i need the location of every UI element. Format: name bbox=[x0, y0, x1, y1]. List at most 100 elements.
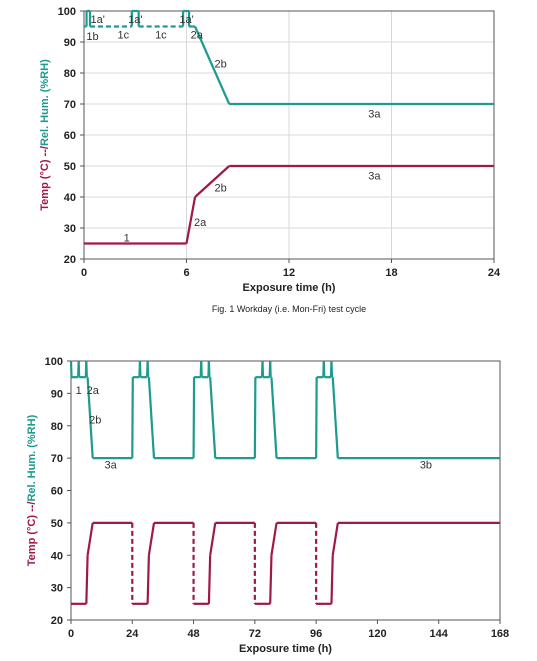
rh-series-segment bbox=[77, 360, 81, 378]
y-tick-label: 30 bbox=[51, 583, 63, 595]
x-tick-label: 18 bbox=[385, 267, 397, 279]
chart-workday: 20 30 40 50 60 70 80 90 100 0 6 12 18 24 1a' 1a' 1a' 1b… bbox=[39, 6, 501, 314]
chart1-caption: Fig. 1 Workday (i.e. Mon-Fri) test cycle bbox=[212, 304, 366, 314]
x-tick-label: 48 bbox=[187, 628, 199, 640]
phase-annotation: 3b bbox=[420, 460, 432, 472]
chart2-y-axis-title: Temp (°C) --/Rel. Hum. (%RH) bbox=[26, 414, 38, 566]
x-tick-label: 24 bbox=[126, 628, 139, 640]
temp-series-segment bbox=[209, 522, 217, 556]
x-tick-label: 0 bbox=[81, 267, 87, 279]
phase-annotation: 1c bbox=[117, 29, 129, 41]
y-tick-label: 40 bbox=[51, 550, 63, 562]
y-tick-label: 60 bbox=[51, 486, 63, 498]
phase-annotation: 1a' bbox=[128, 14, 142, 26]
x-tick-label: 12 bbox=[283, 267, 295, 279]
x-tick-label: 72 bbox=[249, 628, 261, 640]
phase-annotation: 1 bbox=[76, 385, 82, 397]
chart1-x-ticks: 0 6 12 18 24 bbox=[81, 259, 501, 279]
rh-series-segment bbox=[146, 360, 150, 378]
y-tick-label: 40 bbox=[64, 192, 76, 204]
y-tick-label: 100 bbox=[58, 6, 76, 18]
phase-annotation: 3a bbox=[368, 108, 381, 120]
y-tick-label: 90 bbox=[51, 388, 63, 400]
rh-series-segment bbox=[200, 360, 203, 378]
x-tick-label: 24 bbox=[488, 267, 501, 279]
rh-series-segment bbox=[209, 377, 217, 459]
phase-annotation: 1a' bbox=[90, 14, 104, 26]
chart2-annotations: 1 2a 2b 3a 3b bbox=[76, 385, 432, 471]
chart1-annotations: 1a' 1a' 1a' 1b 1c 1c 2a 2b 3a 2b 3a 2a 1 bbox=[86, 14, 381, 245]
phase-annotation: 1b bbox=[86, 31, 98, 43]
y-tick-label: 80 bbox=[51, 421, 63, 433]
rh-series-segment bbox=[270, 377, 278, 459]
y-tick-label: 70 bbox=[64, 99, 76, 111]
y-tick-label: 70 bbox=[51, 453, 63, 465]
phase-annotation: 2b bbox=[215, 183, 227, 195]
rh-series-segment bbox=[261, 360, 265, 378]
phase-annotation: 3a bbox=[104, 460, 117, 472]
y-tick-label: 60 bbox=[64, 130, 76, 142]
rh-series-segment bbox=[69, 360, 73, 378]
x-tick-label: 96 bbox=[310, 628, 322, 640]
x-tick-label: 120 bbox=[368, 628, 386, 640]
y-tick-label: 50 bbox=[64, 161, 76, 173]
rh-series-segment bbox=[192, 377, 196, 459]
x-tick-label: 0 bbox=[68, 628, 74, 640]
phase-annotation: 3a bbox=[368, 170, 381, 182]
chart1-y-axis-title: Temp (°C) --/Rel. Hum. (%RH) bbox=[39, 59, 51, 211]
phase-annotation: 2a bbox=[191, 29, 204, 41]
x-tick-label: 144 bbox=[430, 628, 449, 640]
chart1-x-axis-title: Exposure time (h) bbox=[243, 282, 336, 294]
rh-series-segment bbox=[85, 360, 88, 378]
phase-annotation: 2a bbox=[194, 217, 207, 229]
rh-series-segment bbox=[269, 360, 272, 378]
rh-series-segment bbox=[253, 377, 257, 459]
temp-series-segment bbox=[194, 165, 230, 198]
rh-series-segment bbox=[147, 377, 156, 459]
temp-series-segment bbox=[331, 522, 339, 556]
rh-series-segment bbox=[194, 26, 231, 105]
chart2-y-ticks: 20 30 40 50 60 70 80 90 100 bbox=[45, 356, 71, 627]
y-tick-label: 20 bbox=[51, 615, 63, 627]
chart1-series bbox=[84, 9, 494, 245]
rh-series-segment bbox=[315, 377, 318, 459]
y-tick-label: 50 bbox=[51, 518, 63, 530]
rh-series-segment bbox=[322, 360, 326, 378]
temp-series-segment bbox=[146, 555, 150, 604]
y-tick-label: 90 bbox=[64, 37, 76, 49]
temp-series-segment bbox=[185, 196, 197, 244]
rh-series-segment bbox=[331, 377, 339, 459]
chart1-gridlines bbox=[84, 11, 494, 259]
y-tick-label: 30 bbox=[64, 223, 76, 235]
phase-annotation: 1c bbox=[155, 29, 167, 41]
chart2-x-axis-title: Exposure time (h) bbox=[239, 643, 332, 655]
rh-series-segment bbox=[131, 377, 134, 459]
phase-annotation: 2b bbox=[89, 414, 101, 426]
x-tick-label: 168 bbox=[491, 628, 509, 640]
y-tick-label: 100 bbox=[45, 356, 63, 368]
temp-series-segment bbox=[270, 522, 278, 556]
chart2-x-ticks: 0 24 48 72 96 120 144 168 bbox=[68, 620, 509, 640]
chart-week: 20 30 40 50 60 70 80 90 100 0 24 48 72 96 120 144 168 1… bbox=[26, 356, 509, 655]
temp-series-segment bbox=[330, 555, 334, 604]
rh-series-segment bbox=[330, 360, 334, 378]
phase-annotation: 1 bbox=[124, 232, 130, 244]
chart1-y-ticks: 20 30 40 50 60 70 80 90 100 bbox=[58, 6, 84, 266]
rh-series-segment bbox=[207, 360, 211, 378]
x-tick-label: 6 bbox=[183, 267, 189, 279]
rh-series-segment bbox=[86, 377, 94, 459]
phase-annotation: 1a' bbox=[179, 14, 193, 26]
chart2-series bbox=[69, 360, 500, 605]
chart2-plot-frame bbox=[70, 360, 501, 621]
temp-series-segment bbox=[147, 522, 156, 556]
y-tick-label: 80 bbox=[64, 68, 76, 80]
phase-annotation: 2a bbox=[87, 385, 100, 397]
phase-annotation: 2b bbox=[215, 59, 227, 71]
temp-series-segment bbox=[85, 555, 89, 604]
temp-series-segment bbox=[269, 555, 273, 604]
y-tick-label: 20 bbox=[64, 254, 76, 266]
temp-series-segment bbox=[86, 522, 94, 556]
rh-series-segment bbox=[138, 360, 142, 378]
temp-series-segment bbox=[207, 555, 212, 604]
